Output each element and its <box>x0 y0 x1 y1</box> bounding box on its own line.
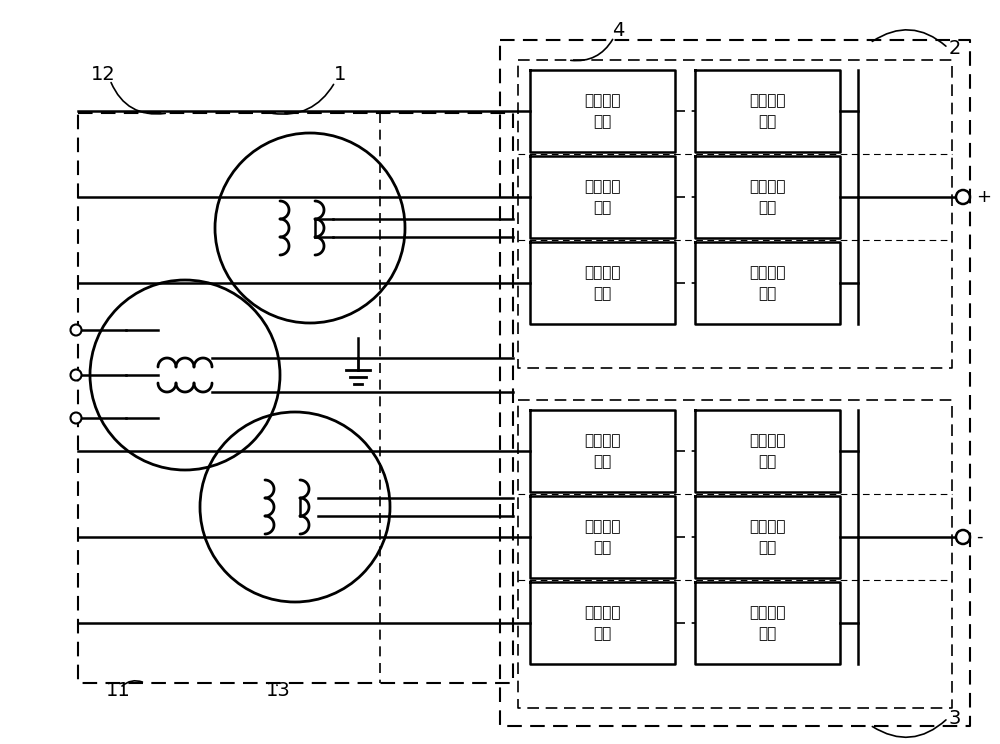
Text: 11: 11 <box>106 681 130 699</box>
Text: 全桥功率
模块: 全桥功率 模块 <box>749 265 786 301</box>
Text: 4: 4 <box>612 21 624 39</box>
Text: 2: 2 <box>949 39 961 57</box>
Text: 全桥功率
模块: 全桥功率 模块 <box>749 179 786 215</box>
Text: -: - <box>976 528 982 546</box>
Circle shape <box>70 324 82 336</box>
Text: 全桥功率
模块: 全桥功率 模块 <box>749 519 786 555</box>
Circle shape <box>70 412 82 423</box>
Text: 全桥功率
模块: 全桥功率 模块 <box>749 605 786 641</box>
Circle shape <box>956 530 970 544</box>
Circle shape <box>956 190 970 204</box>
Text: 1: 1 <box>334 65 346 85</box>
Text: 13: 13 <box>266 681 290 699</box>
Text: 全桥功率
模块: 全桥功率 模块 <box>584 93 621 129</box>
Text: 全桥功率
模块: 全桥功率 模块 <box>749 433 786 469</box>
Text: 全桥功率
模块: 全桥功率 模块 <box>584 265 621 301</box>
Text: 全桥功率
模块: 全桥功率 模块 <box>584 605 621 641</box>
Text: 3: 3 <box>949 708 961 728</box>
Text: 全桥功率
模块: 全桥功率 模块 <box>584 519 621 555</box>
Text: 全桥功率
模块: 全桥功率 模块 <box>584 433 621 469</box>
Text: 12: 12 <box>91 65 115 85</box>
Text: 全桥功率
模块: 全桥功率 模块 <box>584 179 621 215</box>
Text: +: + <box>976 188 991 206</box>
Circle shape <box>70 370 82 380</box>
Text: 全桥功率
模块: 全桥功率 模块 <box>749 93 786 129</box>
